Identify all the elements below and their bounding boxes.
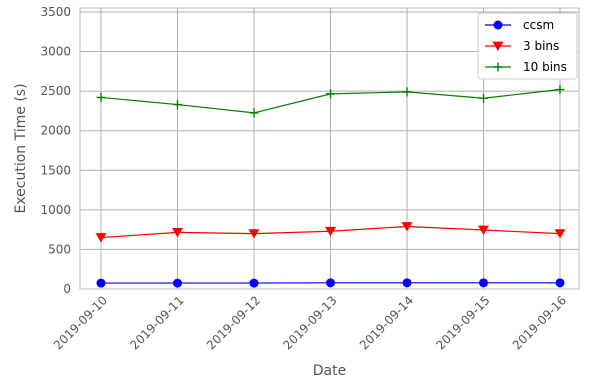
y-axis-ticks: 0 500 1000 1500 2000 2500 3000 3500	[40, 5, 71, 296]
data-point-10-bins	[402, 87, 412, 97]
legend-label-ccsm: ccsm	[523, 18, 554, 32]
x-tick-label: 2019-09-12	[204, 293, 263, 352]
x-tick-label: 2019-09-13	[280, 293, 339, 352]
data-point-3-bins	[478, 225, 489, 235]
data-point-ccsm	[249, 278, 259, 288]
data-point-3-bins	[95, 233, 107, 243]
x-axis-label: Date	[313, 363, 346, 379]
data-point-ccsm	[173, 278, 182, 288]
data-point-10-bins	[555, 85, 565, 95]
series-10-bins	[96, 85, 565, 118]
data-point-3-bins	[325, 226, 336, 237]
data-point-10-bins	[96, 92, 106, 102]
y-tick-label: 1000	[40, 203, 71, 217]
data-point-10-bins	[326, 89, 335, 99]
data-point-ccsm	[326, 278, 335, 288]
series-ccsm	[96, 278, 565, 288]
data-point-10-bins	[249, 108, 259, 118]
data-point-3-bins	[554, 229, 566, 239]
y-tick-label: 3000	[40, 45, 71, 59]
x-tick-label: 2019-09-10	[51, 293, 110, 352]
y-tick-label: 1500	[40, 163, 71, 177]
x-axis-ticks: 2019-09-10 2019-09-11 2019-09-12 2019-09-13…	[51, 293, 569, 352]
data-point-10-bins	[173, 100, 182, 110]
y-tick-label: 2000	[40, 124, 71, 138]
legend-label-3-bins: 3 bins	[523, 39, 559, 53]
x-tick-label: 2019-09-16	[510, 293, 569, 352]
y-tick-label: 0	[63, 282, 71, 296]
data-point-ccsm	[402, 278, 412, 288]
series-3-bins	[95, 222, 566, 243]
plot-frame	[79, 7, 580, 290]
legend-label-10-bins: 10 bins	[523, 60, 567, 74]
x-tick-label: 2019-09-14	[357, 293, 416, 352]
legend-marker-ccsm	[493, 20, 503, 30]
data-point-ccsm	[479, 278, 488, 288]
data-point-3-bins	[172, 228, 183, 238]
y-tick-label: 3500	[40, 5, 71, 19]
series-group	[95, 85, 566, 288]
data-point-10-bins	[479, 93, 488, 103]
legend-marker-10-bins	[493, 62, 503, 72]
x-tick-label: 2019-09-11	[127, 293, 186, 352]
data-point-ccsm	[555, 278, 565, 288]
gridlines	[80, 8, 579, 290]
y-tick-label: 2500	[40, 84, 71, 98]
data-point-3-bins	[248, 229, 260, 239]
data-point-3-bins	[401, 222, 413, 232]
data-point-ccsm	[96, 278, 106, 288]
y-tick-label: 500	[48, 242, 71, 256]
legend-marker-3-bins	[492, 41, 504, 51]
y-axis-label: Execution Time (s)	[13, 83, 29, 213]
legend: ccsm 3 bins 10 bins	[477, 12, 578, 80]
legend-box	[477, 12, 578, 80]
x-tick-label: 2019-09-15	[433, 293, 492, 352]
